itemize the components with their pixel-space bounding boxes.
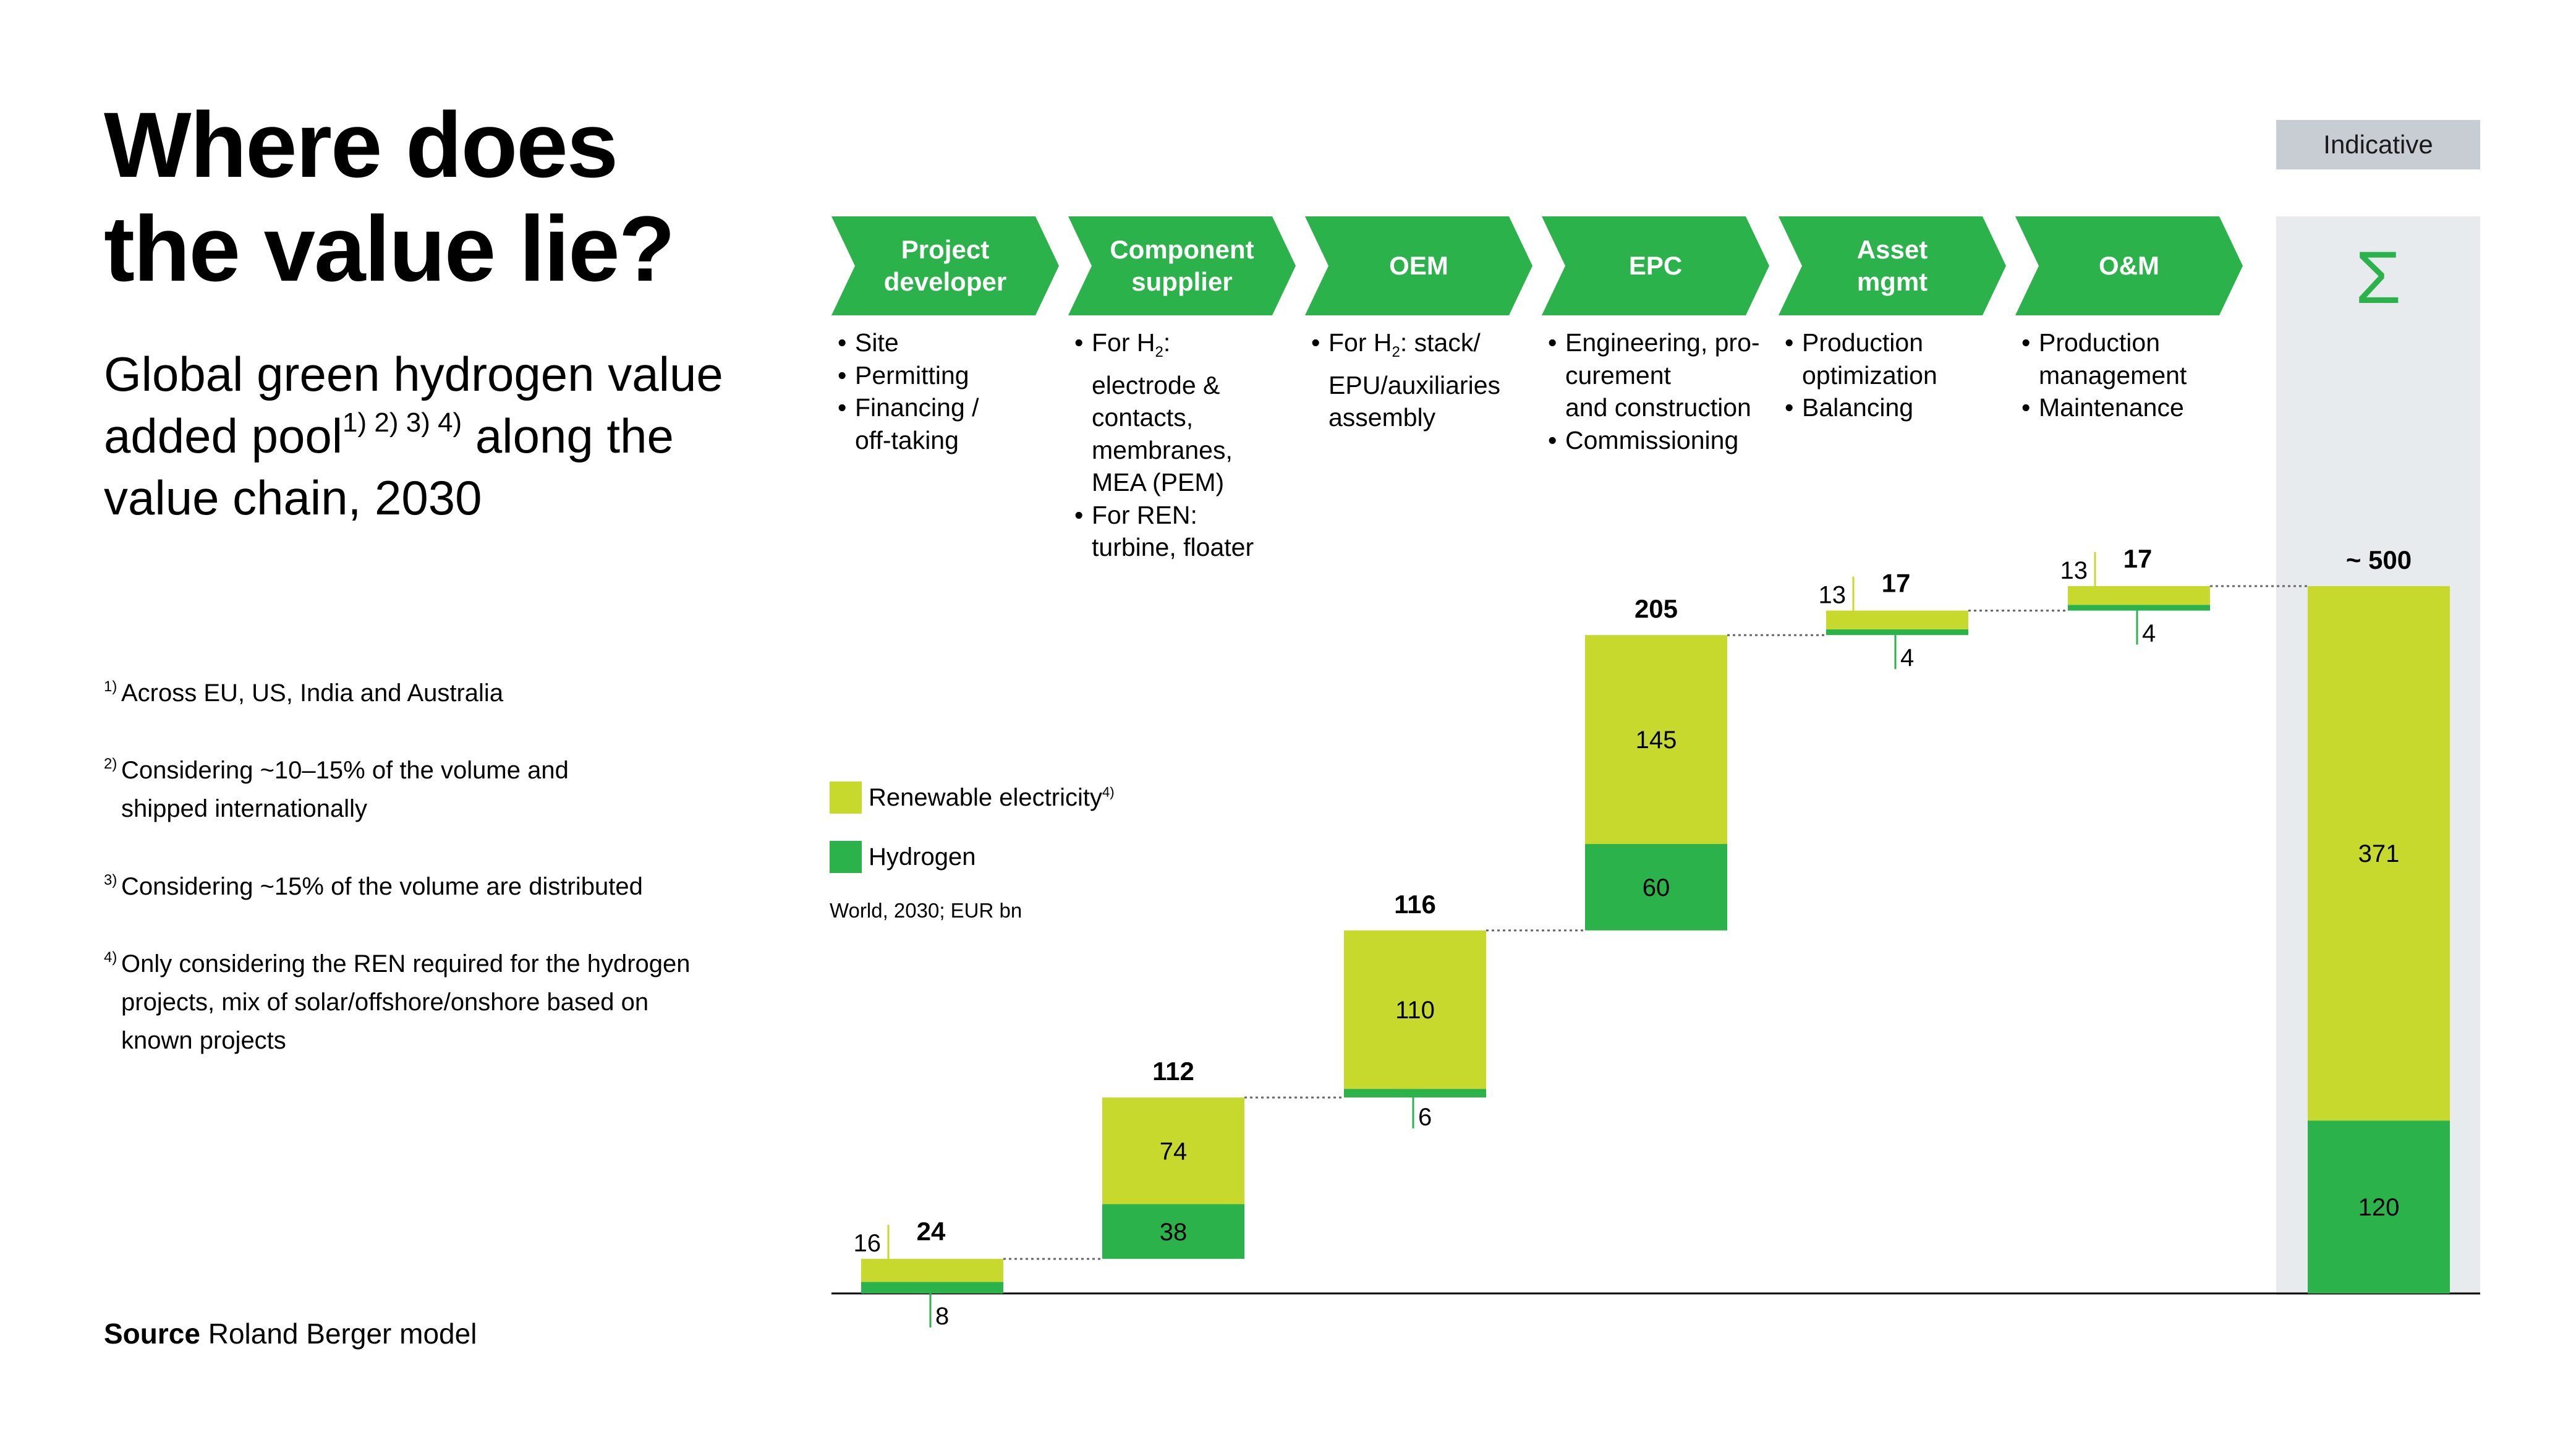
bar-renewable xyxy=(1585,635,1727,845)
data-label-total: 17 xyxy=(1882,569,1911,598)
stage-project-developer: Project developer xyxy=(831,216,1059,315)
footnote-ref: 2) xyxy=(104,756,117,772)
footnote-1: 1) Across EU, US, India and Australia xyxy=(104,668,734,712)
data-label-renewable: 13 xyxy=(2060,557,2088,584)
data-label-renewable: 13 xyxy=(1819,582,1847,609)
bullet-item: Maintenance xyxy=(2021,391,2250,424)
footnote-text: projects, mix of solar/offshore/onshore … xyxy=(121,989,649,1016)
bar-renewable xyxy=(1344,930,1486,1089)
legend-swatch-renewable xyxy=(830,781,862,814)
title-line-2: the value lie? xyxy=(104,197,675,300)
data-label-hydrogen: 120 xyxy=(2358,1194,2400,1221)
bar-hydrogen xyxy=(1344,1089,1486,1098)
data-label-renewable: 110 xyxy=(1395,997,1435,1024)
bar-hydrogen xyxy=(861,1282,1003,1293)
data-label-total: 112 xyxy=(1152,1057,1194,1086)
chart-unit-note: World, 2030; EUR bn xyxy=(830,899,1022,922)
subtitle: Global green hydrogen value added pool1)… xyxy=(104,343,753,529)
data-label-hydrogen: 38 xyxy=(1160,1219,1188,1246)
bullet-item: Commissioning xyxy=(1548,424,1783,457)
bullet-item: Site xyxy=(838,326,1060,359)
stage-oem: OEM xyxy=(1305,216,1532,315)
footnote-text: known projects xyxy=(121,1027,286,1054)
legend-label-renewable: Renewable electricity4) xyxy=(869,784,1115,811)
bullet-item: Financing /off-taking xyxy=(838,391,1060,456)
subtitle-footnote-refs: 1) 2) 3) 4) xyxy=(342,407,462,438)
bar-renewable xyxy=(1102,1097,1244,1204)
data-label-hydrogen: 60 xyxy=(1643,874,1670,901)
sigma-icon: Σ xyxy=(2355,236,2402,319)
stage-o-and-m: O&M xyxy=(2015,216,2243,315)
bullet-item: Balancing xyxy=(1785,391,2013,424)
bar-renewable xyxy=(2068,586,2210,605)
subtitle-text-end: along the value chain, 2030 xyxy=(104,409,674,525)
page-title: Where does the value lie? xyxy=(104,93,675,300)
title-line-1: Where does xyxy=(104,93,618,197)
source-text: Roland Berger model xyxy=(200,1318,477,1350)
bullet-item: For H2:electrode &contacts,membranes,MEA… xyxy=(1074,326,1303,499)
stage-bullets-project-developer: Site Permitting Financing /off-taking xyxy=(838,326,1060,456)
data-label-total: ~ 500 xyxy=(2346,545,2412,574)
data-label-total: 205 xyxy=(1634,594,1678,623)
legend-swatch-hydrogen xyxy=(830,841,862,873)
footnote-text: Only considering the REN required for th… xyxy=(121,950,691,977)
footnote-ref: 3) xyxy=(104,872,117,888)
stage-component-supplier: Component supplier xyxy=(1068,216,1296,315)
bar-hydrogen xyxy=(1585,844,1727,931)
source-label: Source xyxy=(104,1318,200,1350)
stage-asset-mgmt: Asset mgmt xyxy=(1779,216,2006,315)
data-label-hydrogen: 4 xyxy=(2142,620,2156,647)
bar-renewable xyxy=(861,1259,1003,1282)
bullet-item: For REN:turbine, floater xyxy=(1074,499,1303,564)
footnote-3: 3) Considering ~15% of the volume are dis… xyxy=(104,861,734,906)
data-label-renewable: 74 xyxy=(1160,1138,1188,1165)
footnote-ref: 1) xyxy=(104,678,117,695)
data-label-hydrogen: 8 xyxy=(935,1303,949,1330)
data-label-renewable: 16 xyxy=(854,1230,882,1257)
data-label-total: 17 xyxy=(2123,544,2153,573)
bar-renewable xyxy=(1826,610,1968,629)
subtitle-text: Global green hydrogen value added pool xyxy=(104,347,723,463)
stage-epc: EPC xyxy=(1542,216,1769,315)
data-label-total: 24 xyxy=(917,1217,946,1246)
bullet-item: Permitting xyxy=(838,359,1060,392)
bar-hydrogen xyxy=(2308,1120,2450,1293)
footnote-ref: 4) xyxy=(104,949,117,966)
source-note: Source Roland Berger model xyxy=(104,1317,477,1350)
bar-hydrogen xyxy=(1826,629,1968,636)
footnote-text: Considering ~15% of the volume are distr… xyxy=(121,873,643,900)
bar-hydrogen xyxy=(1102,1204,1244,1259)
data-label-renewable: 371 xyxy=(2358,840,2400,867)
data-label-renewable: 145 xyxy=(1636,726,1677,754)
data-label-total: 116 xyxy=(1394,890,1436,919)
footnote-text: Across EU, US, India and Australia xyxy=(121,679,504,707)
bar-hydrogen xyxy=(2068,605,2210,611)
legend-label-hydrogen: Hydrogen xyxy=(869,843,976,871)
indicative-badge: Indicative xyxy=(2276,120,2480,169)
footnote-2: 2) Considering ~10–15% of the volume and … xyxy=(104,745,734,828)
stage-bullets-component-supplier: For H2:electrode &contacts,membranes,MEA… xyxy=(1074,326,1303,564)
footnote-4: 4) Only considering the REN required for … xyxy=(104,939,734,1060)
data-label-hydrogen: 4 xyxy=(1900,644,1914,671)
footnote-text: Considering ~10–15% of the volume and xyxy=(121,757,569,784)
data-label-hydrogen: 6 xyxy=(1418,1104,1432,1131)
footnote-text: shipped internationally xyxy=(121,795,368,822)
bar-renewable xyxy=(2308,586,2450,1121)
